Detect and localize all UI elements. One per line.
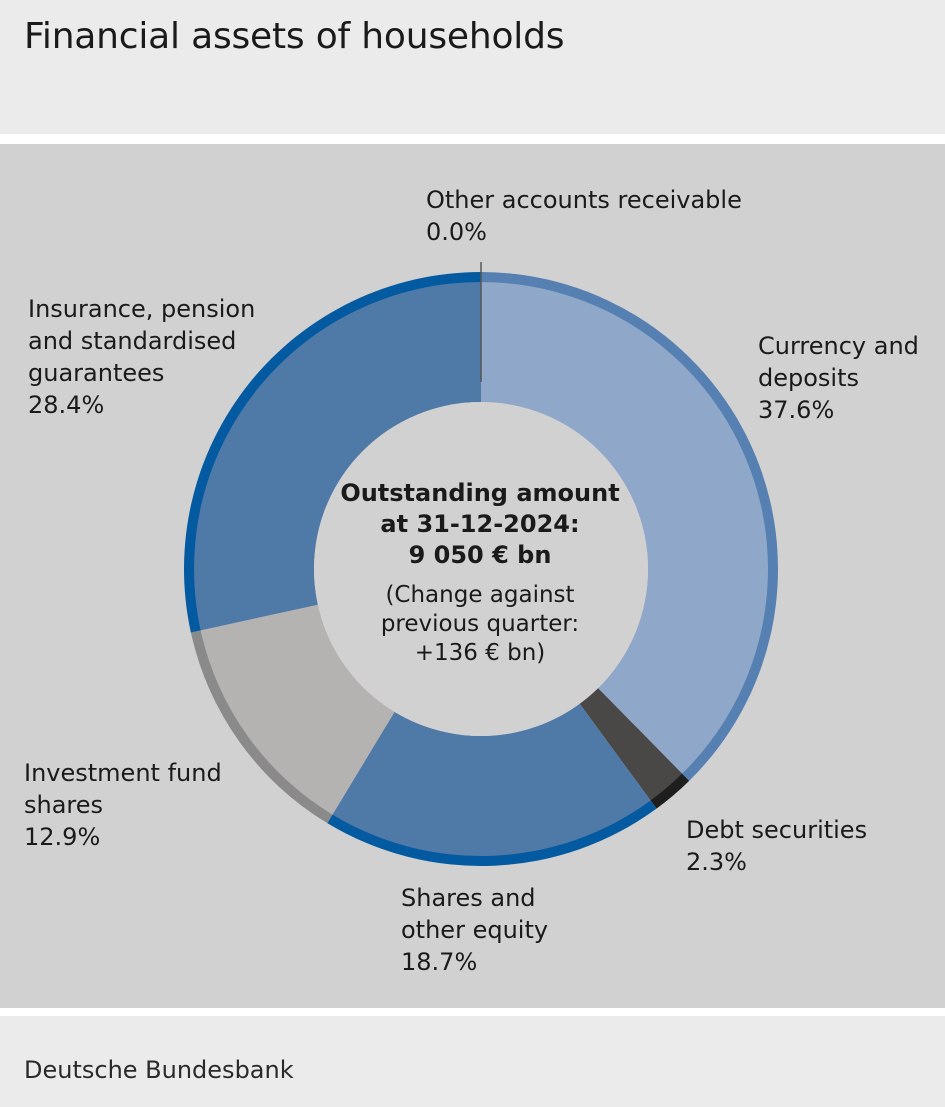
donut-chart (184, 262, 778, 866)
page-title: Financial assets of households (24, 16, 565, 57)
donut-slice-band-shares (327, 800, 657, 866)
label-currency-value: 37.6% (758, 396, 835, 424)
footer: Deutsche Bundesbank (0, 1016, 945, 1107)
header: Financial assets of households (0, 0, 945, 134)
donut-hole (314, 402, 648, 736)
donut-slice-band-funds (190, 630, 333, 824)
label-other-name: Other accounts receivable (426, 186, 742, 214)
label-debt-name: Debt securities (686, 816, 868, 844)
label-funds: Investment fund shares 12.9% (24, 757, 222, 853)
label-insurance-value: 28.4% (28, 391, 105, 419)
donut-center-text: Outstanding amount at 31-12-2024: 9 050 … (330, 478, 630, 668)
source-credit: Deutsche Bundesbank (24, 1056, 294, 1084)
label-funds-value: 12.9% (24, 823, 101, 851)
change-against-previous-quarter: (Change against previous quarter: +136 €… (380, 582, 580, 666)
label-currency-name: Currency and deposits (758, 332, 919, 392)
donut-slice-band-debt (650, 773, 690, 809)
label-shares-value: 18.7% (401, 948, 478, 976)
donut-slice-insurance (193, 282, 481, 631)
label-debt-value: 2.3% (686, 848, 747, 876)
label-other-value: 0.0% (426, 218, 487, 246)
label-other: Other accounts receivable 0.0% (426, 184, 742, 248)
donut-slice-debt (579, 688, 683, 801)
chart-panel: Currency and deposits 37.6% Debt securit… (0, 144, 945, 1008)
label-funds-name: Investment fund shares (24, 759, 222, 819)
label-shares-name: Shares and other equity (401, 884, 549, 944)
label-currency: Currency and deposits 37.6% (758, 330, 919, 426)
donut-slice-currency (481, 282, 768, 774)
donut-slice-shares (332, 703, 651, 856)
label-debt: Debt securities 2.3% (686, 814, 867, 878)
label-insurance: Insurance, pension and standardised guar… (28, 293, 255, 421)
outstanding-amount: Outstanding amount at 31-12-2024: 9 050 … (340, 479, 620, 569)
label-shares: Shares and other equity 18.7% (401, 882, 548, 978)
label-insurance-name: Insurance, pension and standardised guar… (28, 295, 256, 387)
donut-slice-funds (200, 604, 395, 815)
